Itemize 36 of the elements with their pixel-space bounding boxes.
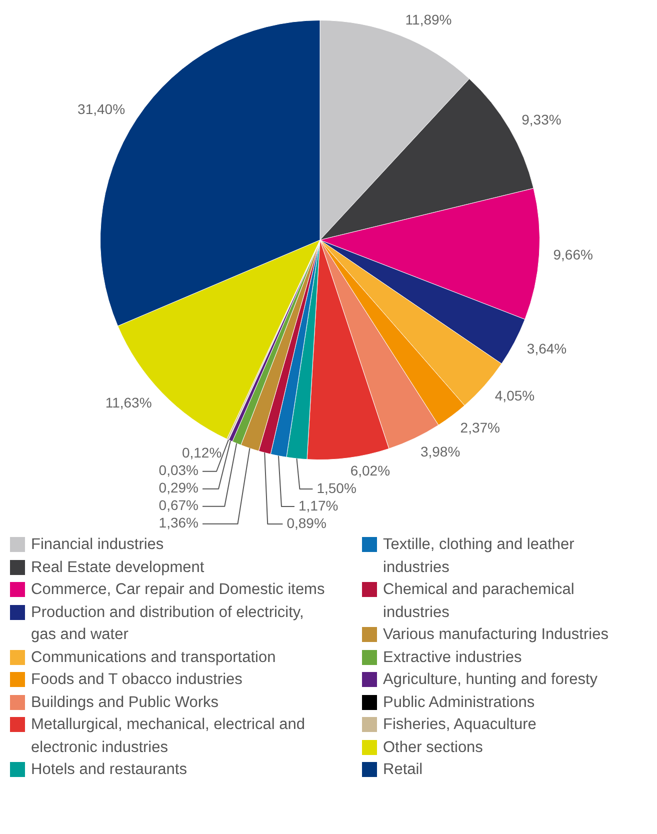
data-label: 0,29% xyxy=(158,480,198,496)
data-label: 0,03% xyxy=(158,462,198,478)
legend-label: Metallurgical, mechanical, electrical and electronic industries xyxy=(31,715,306,758)
legend-label: Financial industries xyxy=(31,535,164,555)
legend-label: Chemical and parachemical industries xyxy=(383,580,576,622)
legend-label: Production and distribution of electricity, gas and water xyxy=(31,602,305,645)
legend-label: Extractive industries xyxy=(383,648,522,668)
data-label: 31,40% xyxy=(78,100,126,117)
legend-label: Foods and T obacco industries xyxy=(31,670,242,690)
legend-label: Public Administrations xyxy=(383,692,535,712)
data-label: 0,89% xyxy=(286,514,326,531)
data-label: 1,50% xyxy=(316,480,356,496)
data-label: 9,33% xyxy=(522,112,562,128)
data-label: 11,89% xyxy=(405,11,452,28)
data-label: 9,66% xyxy=(553,246,593,262)
data-label: 0,67% xyxy=(158,497,198,514)
data-label: 0,12% xyxy=(182,444,222,461)
legend-label: Retail xyxy=(383,760,423,780)
legend-label: Various manufacturing Industries xyxy=(383,625,608,645)
legend-label: Buildings and Public Works xyxy=(31,692,219,712)
legend-label: Agriculture, hunting and foresty xyxy=(383,670,598,690)
data-label: 2,37% xyxy=(460,419,500,436)
legend-label: Other sections xyxy=(383,738,483,758)
legend-label: Fisheries, Aquaculture xyxy=(383,715,536,735)
data-label: 4,05% xyxy=(494,387,535,404)
data-label: 11,63% xyxy=(105,394,152,411)
legend-label: Hotels and restaurants xyxy=(31,760,187,780)
legend-label: Textille, clothing and leather industries xyxy=(383,535,576,578)
legend-label: Real Estate development xyxy=(31,558,204,578)
data-label: 6,02% xyxy=(350,462,390,478)
data-label: 3,64% xyxy=(526,340,567,357)
data-label: 1,36% xyxy=(158,514,198,531)
data-label: 1,17% xyxy=(298,497,338,514)
legend-label: Communications and transportation xyxy=(31,648,276,668)
data-label: 3,98% xyxy=(420,444,460,460)
legend-label: Commerce, Car repair and Domestic items xyxy=(31,580,325,600)
